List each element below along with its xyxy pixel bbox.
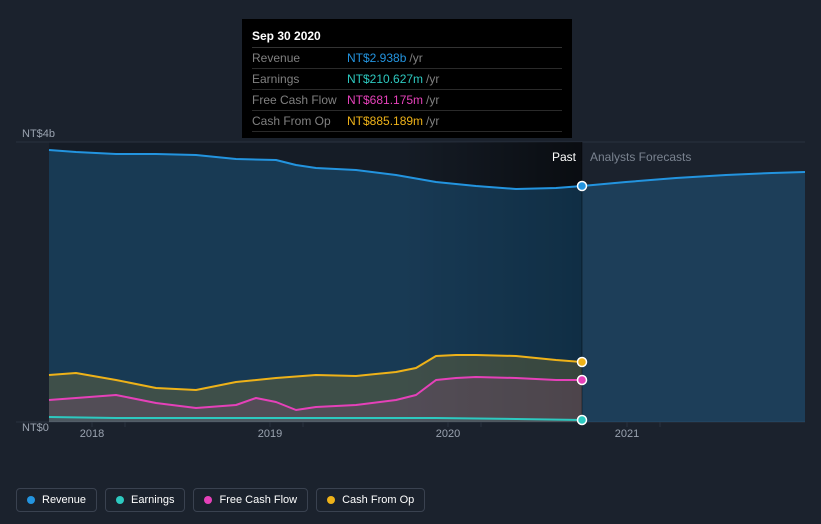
tooltip-suffix: /yr: [426, 72, 439, 86]
legend: Revenue Earnings Free Cash Flow Cash From O…: [16, 488, 425, 512]
tooltip-suffix: /yr: [409, 51, 422, 65]
chart-tooltip: Sep 30 2020 RevenueNT$2.938b/yrEarningsN…: [242, 19, 572, 138]
legend-item-revenue[interactable]: Revenue: [16, 488, 97, 512]
x-axis-tick: 2020: [436, 428, 460, 440]
tooltip-label: Revenue: [252, 51, 347, 65]
tooltip-row-3: Cash From OpNT$885.189m/yr: [252, 111, 562, 132]
legend-dot-icon: [327, 496, 335, 504]
tooltip-row-0: RevenueNT$2.938b/yr: [252, 48, 562, 69]
tooltip-row-2: Free Cash FlowNT$681.175m/yr: [252, 90, 562, 111]
legend-item-earnings[interactable]: Earnings: [105, 488, 185, 512]
legend-label: Free Cash Flow: [219, 494, 297, 506]
tooltip-value: NT$210.627m: [347, 72, 423, 86]
tooltip-value: NT$885.189m: [347, 114, 423, 128]
legend-item-free-cash-flow[interactable]: Free Cash Flow: [193, 488, 308, 512]
tooltip-row-1: EarningsNT$210.627m/yr: [252, 69, 562, 90]
legend-label: Revenue: [42, 494, 86, 506]
legend-label: Cash From Op: [342, 494, 414, 506]
tooltip-label: Cash From Op: [252, 114, 347, 128]
legend-item-cash-from-op[interactable]: Cash From Op: [316, 488, 425, 512]
x-axis-tick: 2018: [80, 428, 104, 440]
forecast-label: Analysts Forecasts: [590, 150, 691, 164]
tooltip-date: Sep 30 2020: [252, 25, 562, 48]
financials-chart: [16, 120, 805, 460]
legend-dot-icon: [27, 496, 35, 504]
tooltip-label: Earnings: [252, 72, 347, 86]
tooltip-value: NT$2.938b: [347, 51, 406, 65]
x-axis-tick: 2021: [615, 428, 639, 440]
tooltip-label: Free Cash Flow: [252, 93, 347, 107]
tooltip-suffix: /yr: [426, 114, 439, 128]
legend-label: Earnings: [131, 494, 174, 506]
past-label: Past: [552, 150, 576, 164]
x-axis-tick: 2019: [258, 428, 282, 440]
legend-dot-icon: [116, 496, 124, 504]
legend-dot-icon: [204, 496, 212, 504]
tooltip-suffix: /yr: [426, 93, 439, 107]
tooltip-value: NT$681.175m: [347, 93, 423, 107]
